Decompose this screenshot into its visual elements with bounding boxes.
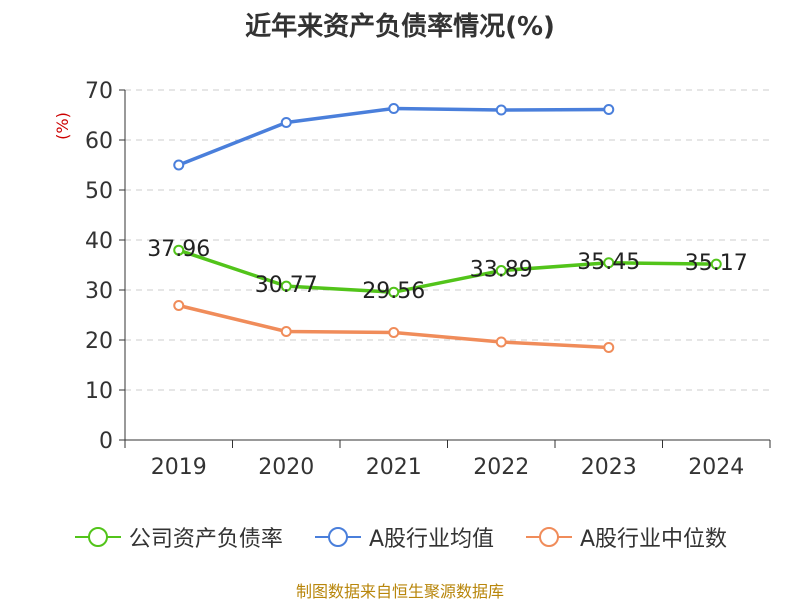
legend-label: 公司资产负债率: [128, 527, 283, 552]
y-tick-label: 0: [99, 429, 113, 454]
data-labels: 37.96 30.77 29.56 33.89 35.45 35.17: [147, 237, 747, 304]
data-point[interactable]: [710, 258, 722, 270]
legend-swatch-marker: [539, 527, 559, 547]
data-label: 30.77: [255, 273, 318, 298]
legend-swatch-icon: [314, 527, 361, 547]
legend-label: A股行业均值: [368, 527, 494, 552]
legend-swatch-marker: [327, 527, 348, 547]
legend-swatch-marker: [87, 527, 108, 547]
legend: 公司资产负债率 A股行业均值 A股行业中位数: [0, 520, 800, 554]
legend-label: A股行业中位数: [580, 527, 728, 552]
x-tick-label: 2021: [366, 455, 422, 480]
x-tick-label: 2024: [688, 455, 744, 480]
data-point[interactable]: [173, 244, 185, 256]
data-point[interactable]: [603, 257, 615, 269]
x-tick-label: 2020: [258, 455, 314, 480]
series-line-1: [177, 106, 611, 167]
axes: 0 10 20 30 40 50 60 70 (%) 2019 2020 2021 2022 2023 20…: [53, 79, 771, 480]
y-tick-label: 10: [85, 379, 113, 404]
y-tick-label: 40: [85, 229, 113, 254]
series-line-2: [177, 303, 611, 350]
data-point[interactable]: [280, 117, 292, 128]
chart-title: 近年来资产负债率情况(%): [245, 12, 555, 42]
data-point[interactable]: [280, 326, 292, 337]
data-point[interactable]: [280, 280, 292, 292]
legend-item[interactable]: 公司资产负债率: [73, 521, 283, 553]
y-axis-label: (%): [53, 112, 72, 140]
data-label: 35.17: [685, 251, 748, 276]
legend-item[interactable]: A股行业均值: [313, 521, 494, 553]
data-point[interactable]: [173, 300, 185, 311]
series: [173, 103, 722, 353]
y-tick-label: 20: [85, 329, 113, 354]
grid-lines: [125, 89, 770, 391]
x-tick-label: 2019: [151, 455, 207, 480]
legend-item[interactable]: A股行业中位数: [524, 521, 727, 553]
data-point[interactable]: [173, 159, 185, 171]
series-line-0: [177, 248, 718, 294]
legend-swatch-icon: [526, 527, 572, 547]
data-label: 35.45: [577, 250, 640, 275]
legend-swatch-icon: [74, 527, 121, 547]
data-point[interactable]: [603, 104, 615, 115]
data-point[interactable]: [388, 103, 400, 114]
data-point[interactable]: [388, 327, 400, 338]
data-point[interactable]: [495, 104, 507, 116]
y-tick-label: 60: [85, 129, 113, 154]
data-point[interactable]: [495, 265, 507, 277]
data-label: 29.56: [362, 279, 425, 304]
data-label: 37.96: [147, 237, 210, 262]
y-tick-label: 70: [85, 79, 113, 104]
x-tick-label: 2023: [581, 455, 637, 480]
x-tick-label: 2022: [473, 455, 529, 480]
data-point[interactable]: [388, 286, 400, 298]
y-tick-label: 30: [85, 279, 113, 304]
y-tick-label: 50: [85, 179, 113, 204]
source-note: 制图数据来自恒生聚源数据库: [295, 582, 504, 601]
data-label: 33.89: [470, 258, 533, 283]
data-point[interactable]: [603, 342, 615, 353]
data-point[interactable]: [495, 336, 507, 348]
